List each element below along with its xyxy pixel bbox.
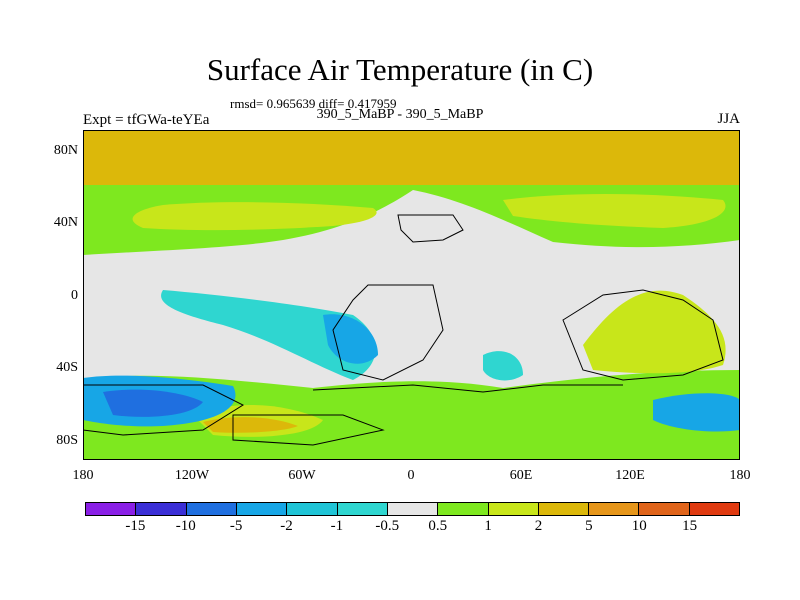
indian-ocean-cyan	[483, 351, 523, 381]
colorbar-label: -15	[125, 518, 146, 534]
colorbar-swatch	[639, 503, 690, 515]
coastline	[397, 214, 464, 243]
colorbar-swatch	[589, 503, 640, 515]
colorbar-swatch	[689, 503, 740, 515]
y-tick-label: 80S	[56, 433, 78, 448]
colorbar-swatch	[186, 503, 237, 515]
colorbar-swatch	[136, 503, 187, 515]
y-tick-label: 40S	[56, 360, 78, 375]
south-pacific-orange	[203, 417, 298, 433]
northern-yellow-patch	[132, 202, 377, 231]
tropical-blue	[323, 314, 378, 364]
x-tick-label: 60W	[288, 468, 316, 483]
coastline	[562, 289, 724, 381]
map-plot	[83, 130, 740, 460]
experiment-label: Expt = tfGWa-teYEa	[83, 112, 210, 128]
colorbar-label: -0.5	[375, 518, 400, 534]
colorbar-swatch	[236, 503, 288, 515]
x-tick-label: 120W	[174, 468, 210, 483]
colorbar-swatch	[387, 503, 439, 515]
stats-label: rmsd= 0.965639 diff= 0.417959	[230, 96, 397, 111]
colorbar-swatch	[337, 503, 388, 515]
x-tick-label: 60E	[509, 468, 533, 483]
colorbar-label: 10	[631, 518, 647, 534]
colorbar-label: -2	[280, 518, 293, 534]
map-frame	[83, 130, 740, 460]
y-tick-label: 0	[71, 288, 78, 303]
east-indian-cyan	[653, 393, 740, 432]
colorbar-label: -10	[175, 518, 196, 534]
x-tick-label: 180	[72, 468, 94, 483]
colorbar-label: 5	[585, 518, 593, 534]
season-label: JJA	[717, 111, 740, 127]
colorbar-label: -1	[330, 518, 344, 534]
colorbar-label: -5	[229, 518, 243, 534]
coastline	[232, 414, 385, 446]
page-title: Surface Air Temperature (in C)	[206, 52, 594, 87]
coastline	[83, 384, 245, 436]
colorbar-label: 1	[484, 518, 492, 534]
coastline	[312, 384, 623, 393]
coastline	[332, 284, 444, 381]
tropical-cyan	[161, 290, 376, 380]
x-tick-label: 120E	[615, 468, 645, 483]
west-pacific-dark-blue	[103, 389, 203, 417]
colorbar-label: 15	[682, 518, 698, 534]
map-panel	[83, 130, 740, 460]
subtitle: 390_5_MaBP - 390_5_MaBP	[316, 107, 484, 122]
arctic-warm-band	[83, 130, 740, 185]
x-tick-label: 180	[729, 468, 751, 483]
colorbar-label: 0.5	[428, 518, 448, 534]
colorbar	[85, 502, 740, 516]
australia-yellow	[583, 290, 726, 374]
y-tick-label: 40N	[53, 215, 78, 230]
colorbar-label: 2	[534, 518, 543, 534]
colorbar-swatch	[438, 503, 489, 515]
x-tick-label: 0	[407, 468, 415, 483]
siberia-yellow-patch	[503, 194, 726, 228]
colorbar-swatch	[86, 503, 137, 515]
colorbar-swatch	[287, 503, 338, 515]
y-tick-label: 80N	[53, 143, 78, 158]
coastlines	[83, 214, 724, 446]
colorbar-swatch	[488, 503, 539, 515]
southern-ocean-green	[83, 370, 740, 460]
colorbar-swatch	[538, 503, 590, 515]
